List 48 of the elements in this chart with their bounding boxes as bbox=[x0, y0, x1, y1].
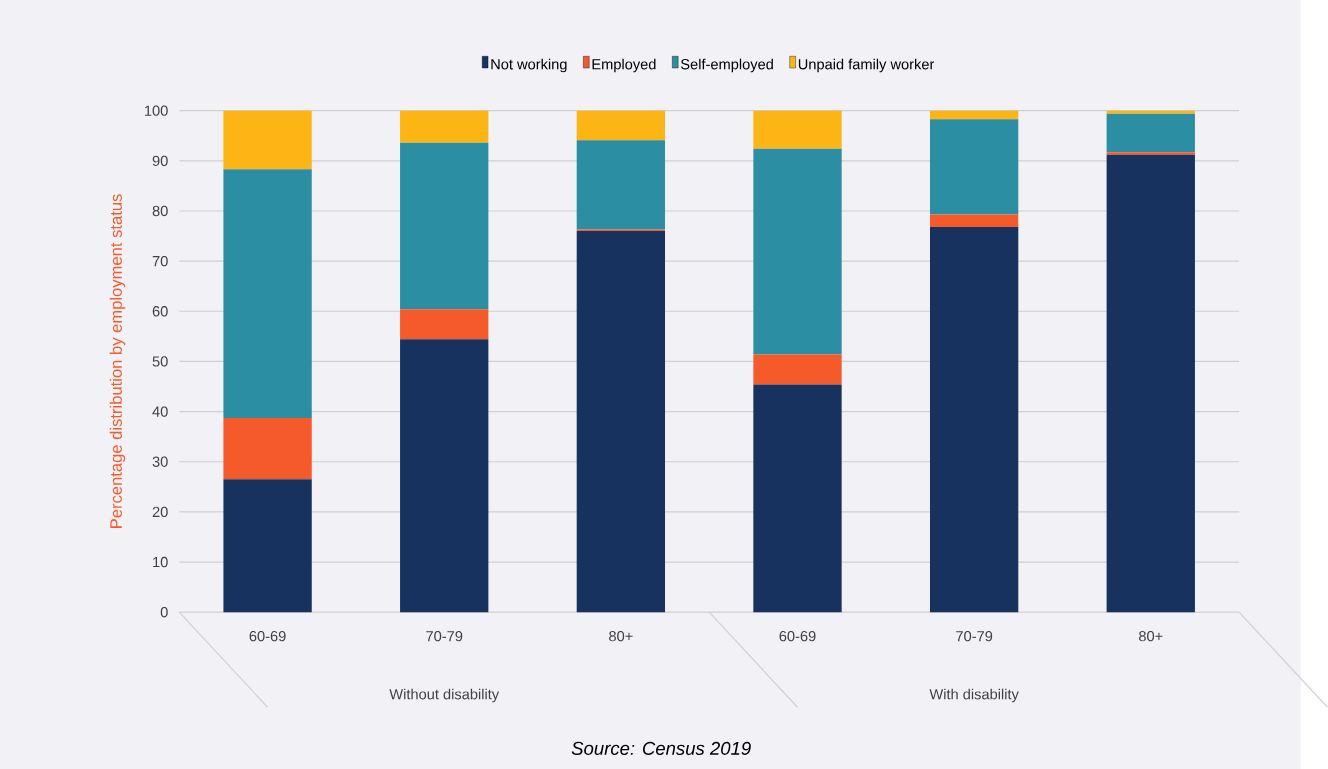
bar bbox=[929, 110, 1019, 120]
bar bbox=[223, 479, 312, 613]
bar bbox=[1106, 152, 1195, 155]
y-tick-label: 10 bbox=[153, 556, 168, 568]
bar bbox=[400, 110, 489, 143]
x-tick-label: 70-79 bbox=[956, 631, 993, 642]
bar bbox=[576, 110, 666, 141]
legend-label: Self-employed bbox=[680, 58, 773, 73]
bar bbox=[576, 140, 666, 230]
bar bbox=[753, 354, 842, 385]
bar bbox=[1106, 110, 1195, 114]
y-tick-label: 30 bbox=[152, 456, 168, 467]
y-tick-label: 90 bbox=[152, 155, 168, 167]
y-tick-label: 40 bbox=[152, 406, 168, 417]
bar bbox=[929, 227, 1019, 613]
x-tick-label: 80+ bbox=[609, 631, 633, 642]
bar bbox=[576, 231, 666, 613]
legend-label: Employed bbox=[592, 58, 656, 73]
bar bbox=[753, 148, 842, 355]
bar bbox=[1106, 113, 1195, 153]
legend-label: Not working bbox=[491, 58, 567, 73]
y-tick-label: 60 bbox=[152, 306, 168, 317]
bar bbox=[929, 214, 1019, 228]
text: Without disability bbox=[389, 688, 500, 703]
text: With disability bbox=[929, 688, 1019, 703]
y-tick-label: 80 bbox=[152, 205, 168, 217]
x-tick-label: 70-79 bbox=[426, 631, 463, 642]
bar bbox=[223, 418, 312, 480]
y-tick-label: 20 bbox=[152, 506, 168, 518]
bar bbox=[400, 339, 489, 613]
y-tick-label: 70 bbox=[152, 255, 168, 267]
source-note: Source: Census 2019 bbox=[571, 741, 751, 755]
y-axis-title: Percentage distribution by employment status bbox=[109, 194, 126, 528]
x-tick-label: 60-69 bbox=[779, 631, 816, 642]
legend-label: Unpaid family worker bbox=[798, 58, 935, 73]
bar bbox=[400, 309, 489, 340]
y-tick-label: 0 bbox=[160, 607, 168, 618]
x-tick-label: 60-69 bbox=[249, 631, 286, 642]
y-tick-label: 100 bbox=[145, 105, 168, 116]
bar bbox=[223, 169, 312, 419]
x-tick-label: 80+ bbox=[1139, 631, 1163, 642]
bar bbox=[753, 384, 842, 613]
bar bbox=[223, 110, 312, 170]
bar bbox=[929, 119, 1019, 215]
bar bbox=[753, 110, 842, 149]
bar bbox=[400, 142, 489, 310]
y-tick-label: 50 bbox=[152, 356, 168, 367]
bar bbox=[1106, 154, 1195, 613]
